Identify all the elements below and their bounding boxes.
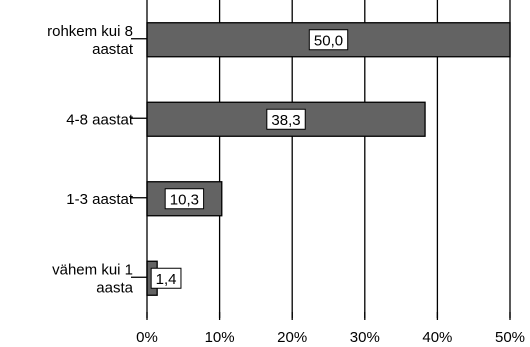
category-label: 1-3 aastat bbox=[66, 191, 134, 208]
bars bbox=[146, 22, 511, 296]
category-label: aastat bbox=[92, 41, 134, 58]
data-label: 10,3 bbox=[164, 188, 205, 210]
data-label: 1,4 bbox=[150, 267, 182, 289]
category-label: 4-8 aastat bbox=[66, 111, 134, 128]
data-label-value: 10,3 bbox=[170, 191, 199, 208]
category-label: vähem kui 1 bbox=[52, 261, 133, 278]
data-label-value: 50,0 bbox=[314, 32, 343, 49]
data-label: 38,3 bbox=[266, 108, 306, 130]
x-tick-label: 10% bbox=[205, 329, 235, 346]
data-label-box bbox=[308, 29, 349, 51]
x-tick-label: 40% bbox=[422, 329, 452, 346]
x-tick-label: 0% bbox=[136, 329, 158, 346]
data-label-box bbox=[266, 108, 306, 130]
data-label-box bbox=[150, 267, 182, 289]
x-tick-label: 20% bbox=[277, 329, 307, 346]
category-label: aasta bbox=[96, 279, 133, 296]
data-label-box bbox=[164, 188, 205, 210]
x-tick-label: 50% bbox=[495, 329, 525, 346]
axes bbox=[131, 0, 511, 320]
category-label: rohkem kui 8 bbox=[47, 23, 133, 40]
x-tick-label: 30% bbox=[350, 329, 380, 346]
data-label-value: 38,3 bbox=[271, 112, 300, 129]
data-label-value: 1,4 bbox=[156, 271, 177, 288]
data-label: 50,0 bbox=[308, 29, 349, 51]
